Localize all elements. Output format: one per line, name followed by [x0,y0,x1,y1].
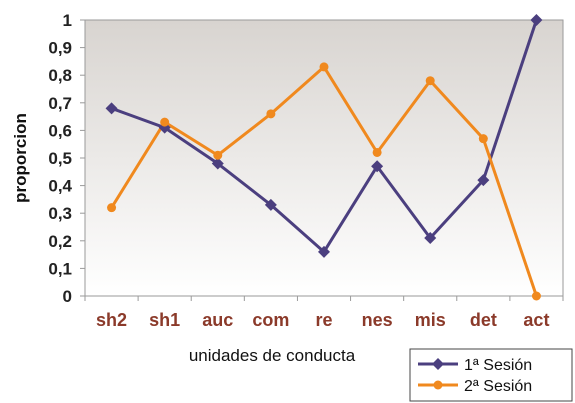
x-tick-label: act [523,310,549,330]
x-tick-label: auc [202,310,233,330]
legend-label: 1ª Sesión [464,357,532,374]
y-tick-label: 0,6 [48,121,72,140]
y-tick-label: 1 [63,11,72,30]
data-point [266,109,276,119]
x-tick-label: mis [415,310,446,330]
data-point [105,102,118,115]
data-point [211,157,224,170]
y-tick-label: 0,2 [48,232,72,251]
y-tick-label: 0,9 [48,39,72,58]
x-tick-label: sh2 [96,310,127,330]
legend-marker [433,380,443,390]
y-tick-label: 0,4 [48,177,72,196]
data-point [213,150,223,160]
y-tick-label: 0 [63,287,72,306]
data-point [107,203,117,213]
x-axis-label: unidades de conducta [189,346,356,365]
data-point [372,147,382,157]
legend-box [409,348,573,402]
y-tick-label: 0,3 [48,204,72,223]
data-point [319,62,329,72]
data-point [478,134,488,144]
data-point [371,160,384,173]
data-point [425,76,435,86]
data-point [160,117,170,127]
x-tick-label: re [315,310,332,330]
y-tick-label: 0,5 [48,149,72,168]
x-tick-label: com [252,310,289,330]
y-tick-label: 0,8 [48,66,72,85]
data-point [531,291,541,301]
legend: 1ª Sesión 2ª Sesión [409,348,573,402]
y-tick-label: 0,1 [48,259,72,278]
data-point [424,232,437,245]
data-point [477,174,490,187]
x-tick-label: nes [362,310,393,330]
x-axis-ticks: sh2 sh1 auc com re nes mis det act [84,296,564,330]
y-axis-label: proporcion [11,113,30,203]
x-tick-label: sh1 [149,310,180,330]
y-tick-label: 0,7 [48,94,72,113]
legend-marker [432,358,444,370]
series-markers [105,14,543,301]
data-point [318,245,330,258]
legend-label: 2ª Sesión [464,378,532,395]
data-point [530,14,543,26]
x-tick-label: det [470,310,497,330]
y-axis-ticks: 0 0,1 0,2 0,3 0,4 0,5 0,6 0,7 0,8 0,9 1 [48,11,85,306]
data-point [264,198,277,211]
